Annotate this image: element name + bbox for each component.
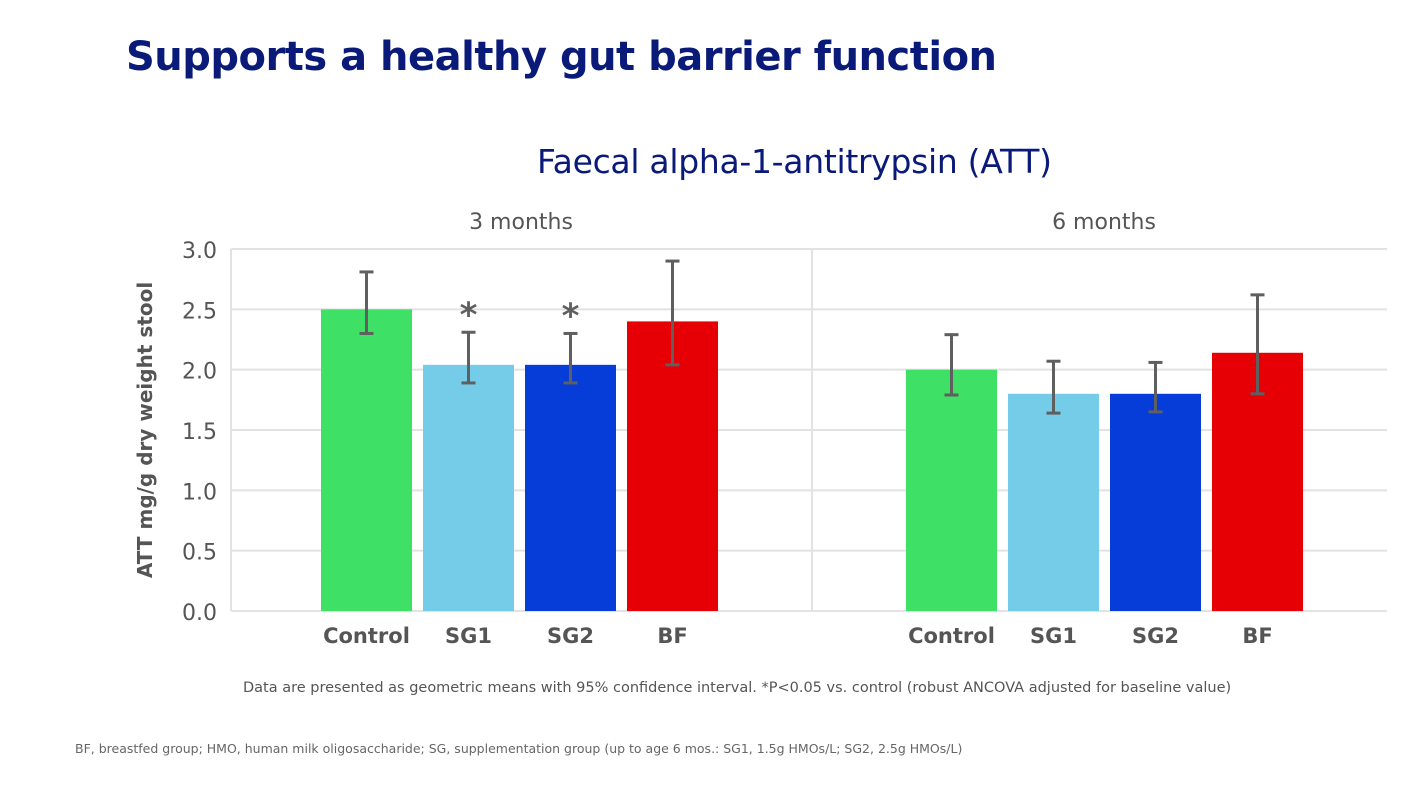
bar-control (906, 369, 997, 611)
bar-sg1 (423, 364, 514, 611)
y-tick-label: 0.5 (182, 541, 217, 566)
y-axis: 0.0 0.5 1.0 1.5 2.0 2.5 3.0 (182, 239, 813, 626)
panel-label: 6 months (1052, 210, 1156, 235)
y-tick-label: 2.5 (182, 299, 217, 324)
statistics-note: Data are presented as geometric means wi… (243, 680, 1232, 696)
bar-bf (627, 321, 718, 611)
page-title: Supports a healthy gut barrier function (126, 34, 997, 80)
panel-label: 3 months (469, 210, 573, 235)
x-tick-label: BF (657, 624, 687, 648)
x-tick-label: SG2 (1132, 624, 1179, 648)
y-tick-label: 0.0 (182, 601, 217, 626)
bar-sg2 (1110, 393, 1201, 611)
labels: 3 months Control * SG1 * SG2 BF 6 months Control… (323, 210, 1273, 648)
significance-marker: * (562, 296, 580, 336)
error-bars (359, 259, 1265, 415)
x-tick-label: BF (1242, 624, 1272, 648)
bar-sg2 (525, 364, 616, 611)
x-tick-label: Control (323, 624, 410, 648)
bars (321, 309, 1303, 611)
bar-bf (1212, 352, 1303, 611)
y-tick-label: 2.0 (182, 360, 217, 385)
significance-marker: * (460, 295, 478, 335)
y-tick-label: 1.0 (182, 480, 217, 505)
abbreviations-footnote: BF, breastfed group; HMO, human milk oli… (75, 741, 963, 756)
chart-title: Faecal alpha-1-antitrypsin (ATT) (537, 142, 1052, 181)
bar-sg1 (1008, 393, 1099, 611)
x-tick-label: SG1 (445, 624, 492, 648)
y-tick-label: 1.5 (182, 420, 217, 445)
x-tick-label: SG2 (547, 624, 594, 648)
x-tick-label: SG1 (1030, 624, 1077, 648)
y-tick-label: 3.0 (182, 239, 217, 264)
y-axis-label: ATT mg/g dry weight stool (133, 282, 157, 578)
bar-control (321, 309, 412, 611)
x-tick-label: Control (908, 624, 995, 648)
